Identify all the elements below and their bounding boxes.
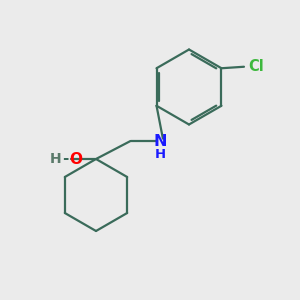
- Text: H: H: [50, 152, 61, 166]
- Text: N: N: [154, 134, 167, 148]
- Text: O: O: [69, 152, 82, 166]
- Text: H: H: [155, 148, 166, 161]
- Text: -: -: [62, 152, 69, 166]
- Text: Cl: Cl: [248, 59, 264, 74]
